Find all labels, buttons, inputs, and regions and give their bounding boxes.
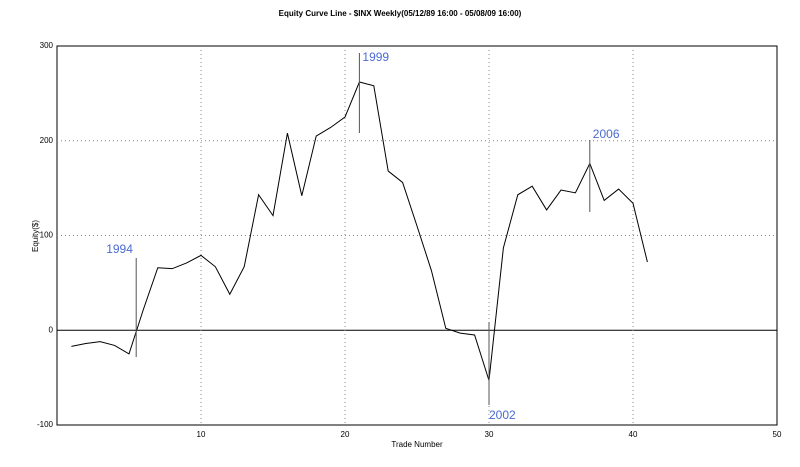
x-tick-label: 20	[341, 430, 350, 439]
y-tick-label: -100	[37, 420, 54, 429]
y-tick-label: 100	[40, 231, 54, 240]
y-axis-label: Equity($)	[31, 220, 40, 252]
annotation-label: 1999	[362, 50, 389, 64]
x-tick-label: 40	[629, 430, 638, 439]
x-tick-label: 30	[485, 430, 494, 439]
annotation-label: 2006	[593, 127, 620, 141]
y-tick-label: 200	[40, 136, 54, 145]
annotation-label: 1994	[106, 242, 133, 256]
chart-title: Equity Curve Line - $INX Weekly(05/12/89…	[279, 9, 522, 18]
x-tick-label: 10	[197, 430, 206, 439]
annotation-label: 2002	[489, 408, 516, 422]
x-axis-label: Trade Number	[391, 440, 443, 449]
x-tick-label: 50	[773, 430, 782, 439]
y-tick-label: 300	[40, 41, 54, 50]
y-tick-label: 0	[49, 325, 54, 334]
